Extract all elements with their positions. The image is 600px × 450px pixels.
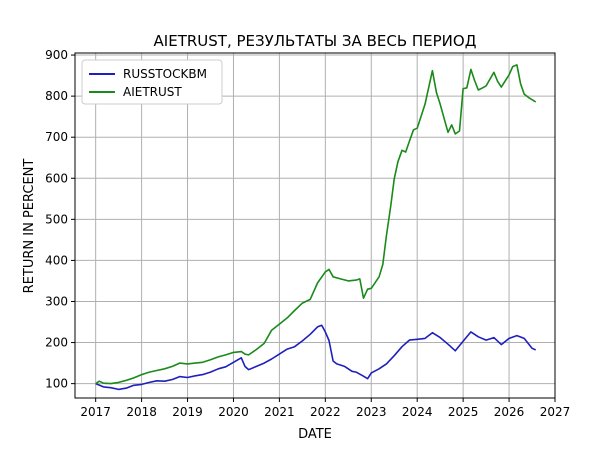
- series-lines: [95, 64, 537, 391]
- series-line-aietrust: [95, 64, 537, 385]
- legend-label: RUSSTOCKBM: [123, 67, 207, 81]
- axis-ticks: 2017 2018 2019 2020 2021 2022 2023 2024 2025 2026…: [45, 48, 570, 419]
- y-tick-label: 800: [45, 89, 68, 103]
- y-axis-label: RETURN IN PERCENT: [22, 159, 37, 294]
- x-tick-label: 2026: [494, 405, 525, 419]
- chart-title: AIETRUST, РЕЗУЛЬТАТЫ ЗА ВЕСЬ ПЕРИОД: [154, 32, 477, 50]
- y-tick-label: 700: [45, 130, 68, 144]
- y-tick-label: 400: [45, 253, 68, 267]
- x-tick-label: 2025: [448, 405, 479, 419]
- grid: [75, 53, 556, 398]
- x-tick-label: 2023: [356, 405, 387, 419]
- series-line-russtockbm: [95, 324, 537, 391]
- y-tick-label: 200: [45, 336, 68, 350]
- x-tick-label: 2024: [402, 405, 433, 419]
- x-tick-label: 2019: [172, 405, 203, 419]
- x-axis-label: DATE: [298, 427, 332, 442]
- legend-label: AIETRUST: [123, 85, 182, 99]
- x-tick-label: 2017: [80, 405, 111, 419]
- plot-frame: [74, 52, 556, 399]
- y-tick-label: 500: [45, 212, 68, 226]
- legend: RUSSTOCKBM AIETRUST: [81, 59, 223, 105]
- y-tick-label: 100: [45, 377, 68, 391]
- x-tick-label: 2020: [218, 405, 249, 419]
- x-tick-label: 2027: [540, 405, 571, 419]
- y-tick-label: 600: [45, 171, 68, 185]
- x-tick-label: 2018: [126, 405, 157, 419]
- y-tick-label: 900: [45, 48, 68, 62]
- legend-box: [81, 59, 223, 105]
- x-tick-label: 2022: [310, 405, 341, 419]
- x-tick-label: 2021: [264, 405, 295, 419]
- y-tick-label: 300: [45, 294, 68, 308]
